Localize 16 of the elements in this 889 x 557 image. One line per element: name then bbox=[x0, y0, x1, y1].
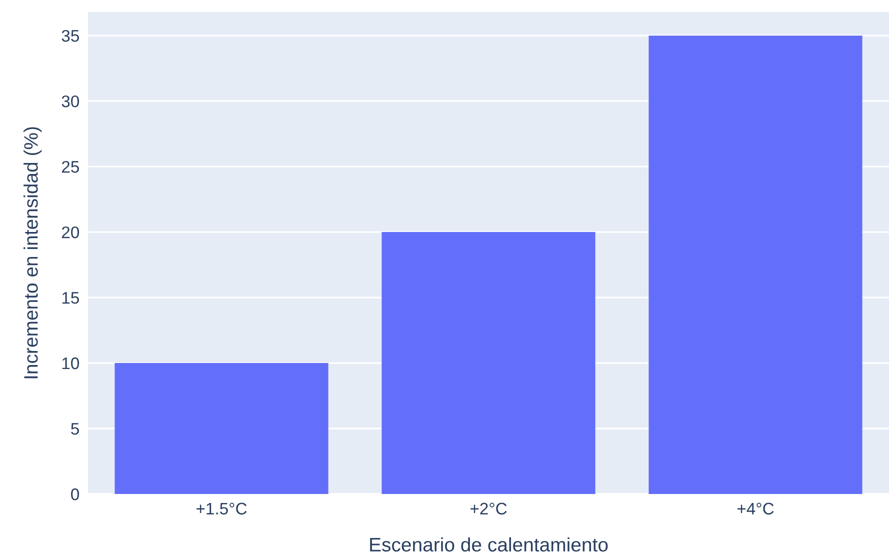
bar bbox=[114, 363, 328, 494]
bar bbox=[648, 36, 862, 494]
y-tick-label: 30 bbox=[62, 95, 80, 108]
x-tick-label: +1.5°C bbox=[196, 502, 247, 515]
y-tick-label: 20 bbox=[62, 226, 80, 238]
x-axis-title: Escenario de calentamiento bbox=[370, 537, 608, 552]
y-tick-label: 25 bbox=[62, 160, 79, 173]
bar bbox=[382, 232, 596, 494]
y-axis-title: Incremento en intensidad (%) bbox=[24, 127, 42, 378]
y-tick-label: 10 bbox=[62, 357, 80, 370]
y-tick-label: 5 bbox=[71, 423, 79, 435]
y-tick-label: 15 bbox=[62, 292, 79, 304]
y-tick-label: 0 bbox=[71, 488, 80, 500]
x-tick-label: +2°C bbox=[470, 502, 507, 515]
x-tick-label: +4°C bbox=[737, 502, 774, 515]
y-tick-label: 35 bbox=[62, 30, 79, 42]
